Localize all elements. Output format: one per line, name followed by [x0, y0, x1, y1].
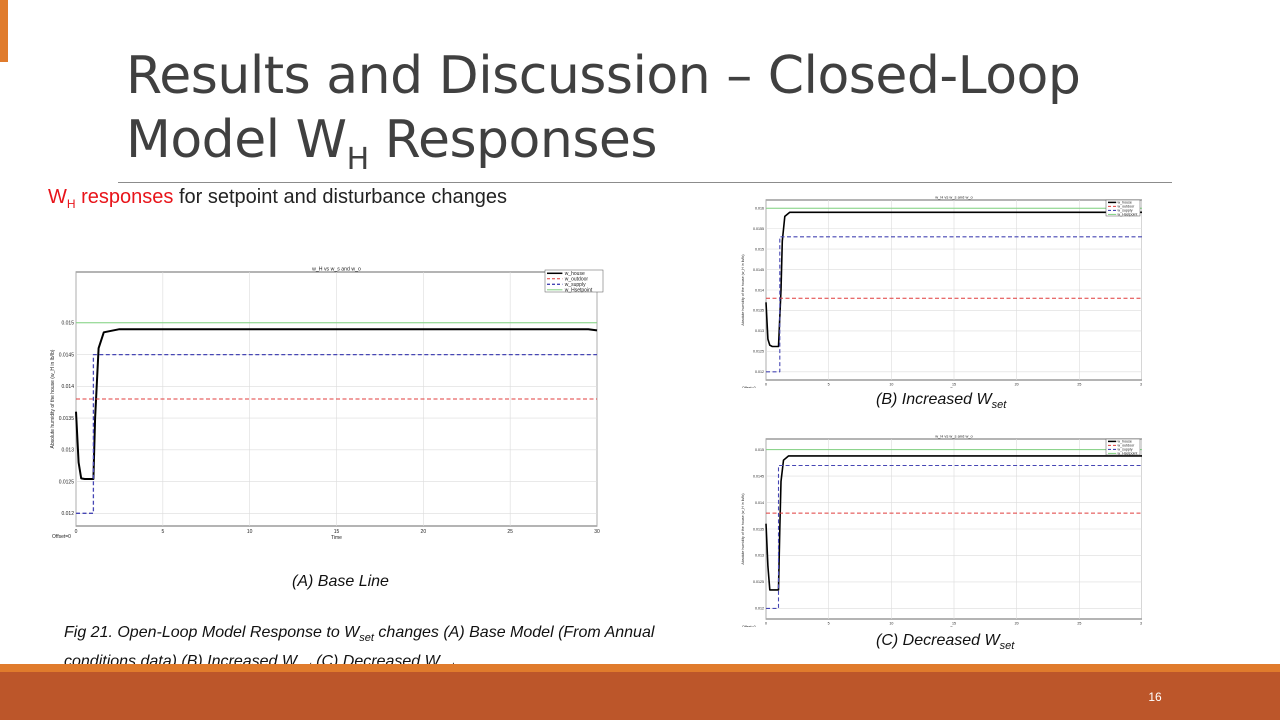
legend-entry: w_house [1118, 201, 1132, 205]
x-tick-label: 10 [889, 622, 893, 626]
x-tick-label: 15 [952, 622, 956, 626]
y-tick-label: 0.013 [755, 554, 764, 558]
legend-entry: w_Hsetpoint [1118, 213, 1138, 217]
offset-label: Offset=0 [52, 534, 71, 540]
x-axis-label: Time [331, 535, 342, 540]
footer-bar [0, 672, 1280, 720]
x-tick-label: 30 [1140, 383, 1142, 387]
caption-increased-wset: (B) Increased Wset [876, 391, 1007, 412]
chart-title: w_H vs w_s and w_o [312, 267, 361, 273]
page-number: 16 [1148, 690, 1162, 704]
legend-entry: w_outdoor [1118, 444, 1136, 448]
y-tick-label: 0.016 [755, 206, 764, 210]
y-axis-label: Absolute humidity of the house (w_H in l… [741, 254, 745, 325]
series-line-w-supply [76, 353, 597, 514]
y-tick-label: 0.0135 [59, 416, 75, 422]
legend-entry: w_outdoor [1118, 205, 1136, 209]
x-tick-label: 0 [75, 529, 78, 535]
y-axis-label: Absolute humidity of the house (w_H in l… [741, 493, 745, 564]
slide-title: Results and Discussion – Closed-Loop Mod… [126, 46, 1081, 177]
legend-entry: w_supply [1118, 448, 1133, 452]
caption-base-line: (A) Base Line [292, 573, 389, 590]
chart-increased-wset: 0.012 0.0125 0.013 0.0135 0.014 0.0145 0.015 0.… [738, 192, 1142, 388]
y-tick-label: 0.0145 [753, 474, 764, 478]
chart-base-line: 0.012 0.0125 0.013 0.0135 0.014 0.0145 0.015 0 5… [48, 264, 613, 540]
chart-title: w_H vs w_s and w_o [935, 434, 973, 439]
legend-entry: w_Hsetpoint [1118, 452, 1138, 456]
y-tick-label: 0.013 [755, 329, 764, 333]
chart-svg-A: 0.012 0.0125 0.013 0.0135 0.014 0.0145 0.015 0 5… [50, 267, 604, 540]
x-axis-label: Time [950, 387, 958, 388]
series-line-w-supply [766, 236, 1142, 373]
x-tick-label: 15 [334, 529, 340, 535]
y-tick-label: 0.0125 [59, 479, 75, 485]
x-tick-label: 15 [952, 383, 956, 387]
y-tick-label: 0.0145 [753, 268, 764, 272]
y-tick-label: 0.015 [755, 448, 764, 452]
legend-box [1105, 199, 1141, 217]
x-axis-label: Time [950, 626, 958, 627]
series-line-w-house [765, 455, 1142, 591]
chart-svg-B: 0.012 0.0125 0.013 0.0135 0.014 0.0145 0.015 0.… [741, 195, 1142, 388]
y-tick-label: 0.015 [61, 321, 74, 327]
x-tick-label: 30 [1140, 622, 1142, 626]
x-tick-label: 30 [594, 529, 600, 535]
y-tick-label: 0.015 [755, 247, 764, 251]
chart-decreased-wset: 0.012 0.0125 0.013 0.0135 0.014 0.0145 0.015 0 5… [738, 431, 1142, 627]
y-tick-label: 0.014 [755, 501, 764, 505]
y-tick-label: 0.012 [755, 607, 764, 611]
y-tick-label: 0.0135 [753, 527, 764, 531]
x-tick-label: 25 [1077, 622, 1081, 626]
x-tick-label: 5 [161, 529, 164, 535]
chart-svg-C: 0.012 0.0125 0.013 0.0135 0.014 0.0145 0.015 0 5… [741, 434, 1142, 627]
slide-subtitle: WH responses for setpoint and disturbanc… [48, 186, 507, 211]
footer-accent-band [0, 664, 1280, 672]
offset-label: Offset=0 [742, 625, 756, 627]
x-tick-label: 5 [828, 383, 830, 387]
y-tick-label: 0.0145 [59, 352, 75, 358]
accent-corner-bar [0, 0, 8, 62]
y-tick-label: 0.012 [61, 511, 74, 517]
x-tick-label: 10 [247, 529, 253, 535]
x-tick-label: 20 [421, 529, 427, 535]
legend-box [544, 269, 604, 293]
y-tick-label: 0.0135 [753, 309, 764, 313]
legend-entry: w_house [565, 271, 585, 277]
y-tick-label: 0.0155 [753, 227, 764, 231]
y-tick-label: 0.012 [755, 370, 764, 374]
x-tick-label: 25 [507, 529, 513, 535]
chart-title: w_H vs w_s and w_o [935, 195, 973, 200]
legend-entry: w_supply [1118, 209, 1133, 213]
legend-entry: w_supply [565, 282, 586, 288]
y-tick-label: 0.014 [61, 384, 74, 390]
x-tick-label: 20 [1015, 622, 1019, 626]
legend-entry: w_outdoor [565, 277, 589, 283]
offset-label: Offset=0 [742, 386, 756, 388]
x-tick-label: 0 [765, 622, 767, 626]
legend-box [1105, 438, 1141, 456]
title-divider [118, 182, 1172, 183]
y-tick-label: 0.013 [61, 448, 74, 454]
legend-entry: w_house [1118, 440, 1132, 444]
legend-entry: w_Hsetpoint [565, 288, 593, 294]
x-tick-label: 20 [1015, 383, 1019, 387]
x-tick-label: 0 [765, 383, 767, 387]
x-tick-label: 10 [889, 383, 893, 387]
y-axis-label: Absolute humidity of the house (w_H in l… [50, 349, 56, 448]
series-line-w-house [765, 211, 1142, 348]
x-tick-label: 25 [1077, 383, 1081, 387]
y-tick-label: 0.0125 [753, 350, 764, 354]
series-line-w-house [75, 328, 598, 480]
y-tick-label: 0.014 [755, 288, 764, 292]
x-tick-label: 5 [828, 622, 830, 626]
caption-decreased-wset: (C) Decreased Wset [876, 632, 1015, 653]
y-tick-label: 0.0125 [753, 580, 764, 584]
